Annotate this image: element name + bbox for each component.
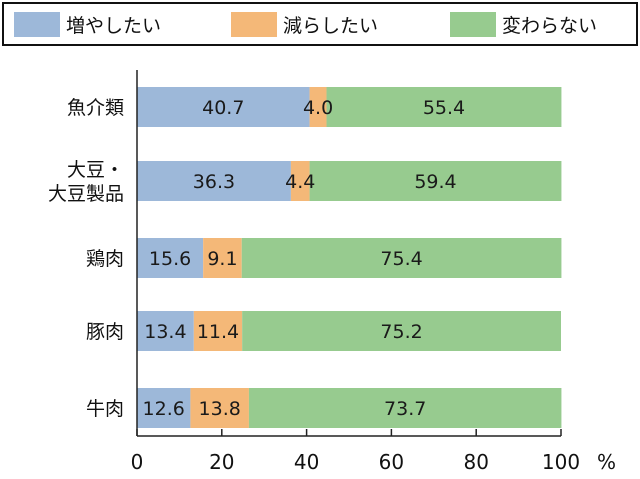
x-tick-label: 100 — [542, 450, 580, 474]
x-tick-label: 40 — [294, 450, 319, 474]
bar-segment — [203, 238, 242, 278]
x-tick-label: 80 — [463, 450, 488, 474]
data-label: 55.4 — [423, 97, 465, 119]
legend-frame — [2, 2, 638, 46]
data-label: 73.7 — [384, 398, 426, 420]
data-label: 40.7 — [202, 97, 244, 119]
data-label: 13.8 — [199, 398, 241, 420]
x-tick-label: 60 — [379, 450, 404, 474]
bar-segment — [241, 238, 562, 278]
data-label: 4.0 — [303, 97, 333, 119]
category-label: 大豆・ — [67, 159, 124, 181]
data-label: 15.6 — [149, 248, 191, 270]
legend: 増やしたい 減らしたい 変わらない — [2, 2, 638, 46]
bar-segment — [137, 161, 291, 201]
legend-swatch — [231, 12, 277, 37]
legend-label: 変わらない — [502, 15, 597, 37]
x-axis-unit: % — [597, 450, 616, 474]
bar-segment — [309, 87, 327, 127]
plot-area: 40.7 4.0 55.4 魚介類 36.3 4.4 59.4 大豆・大豆製品 15.6 9.1 7… — [48, 87, 562, 428]
category-label: 牛肉 — [86, 398, 124, 420]
bar-segment — [137, 238, 204, 278]
data-label: 13.4 — [144, 321, 186, 343]
category-label: 大豆製品 — [48, 183, 124, 205]
legend-swatch — [450, 12, 496, 37]
bar-segment — [137, 87, 310, 127]
data-label: 59.4 — [414, 171, 456, 193]
bar-segment — [137, 388, 191, 428]
bar-segment — [137, 311, 194, 351]
bar-segment — [248, 388, 562, 428]
data-label: 12.6 — [143, 398, 185, 420]
category-label: 鶏肉 — [86, 248, 124, 270]
data-label: 11.4 — [197, 321, 239, 343]
x-tick-label: 20 — [209, 450, 234, 474]
data-label: 4.4 — [285, 171, 315, 193]
bar-segment — [193, 311, 243, 351]
legend-label: 増やしたい — [66, 15, 161, 37]
bar-segment — [309, 161, 562, 201]
data-label: 9.1 — [207, 248, 237, 270]
data-label: 75.2 — [380, 321, 422, 343]
bar-segment — [326, 87, 562, 127]
x-axis: 0 20 40 60 80 100% — [131, 70, 616, 474]
data-label: 75.4 — [380, 248, 422, 270]
bar-segment — [190, 388, 249, 428]
bar-segment — [242, 311, 562, 351]
bar-segment — [290, 161, 310, 201]
legend-label: 減らしたい — [283, 15, 378, 37]
x-tick-label: 0 — [131, 450, 144, 474]
category-label: 豚肉 — [86, 321, 124, 343]
category-label: 魚介類 — [67, 97, 124, 119]
data-label: 36.3 — [193, 171, 235, 193]
legend-swatch — [14, 12, 60, 37]
